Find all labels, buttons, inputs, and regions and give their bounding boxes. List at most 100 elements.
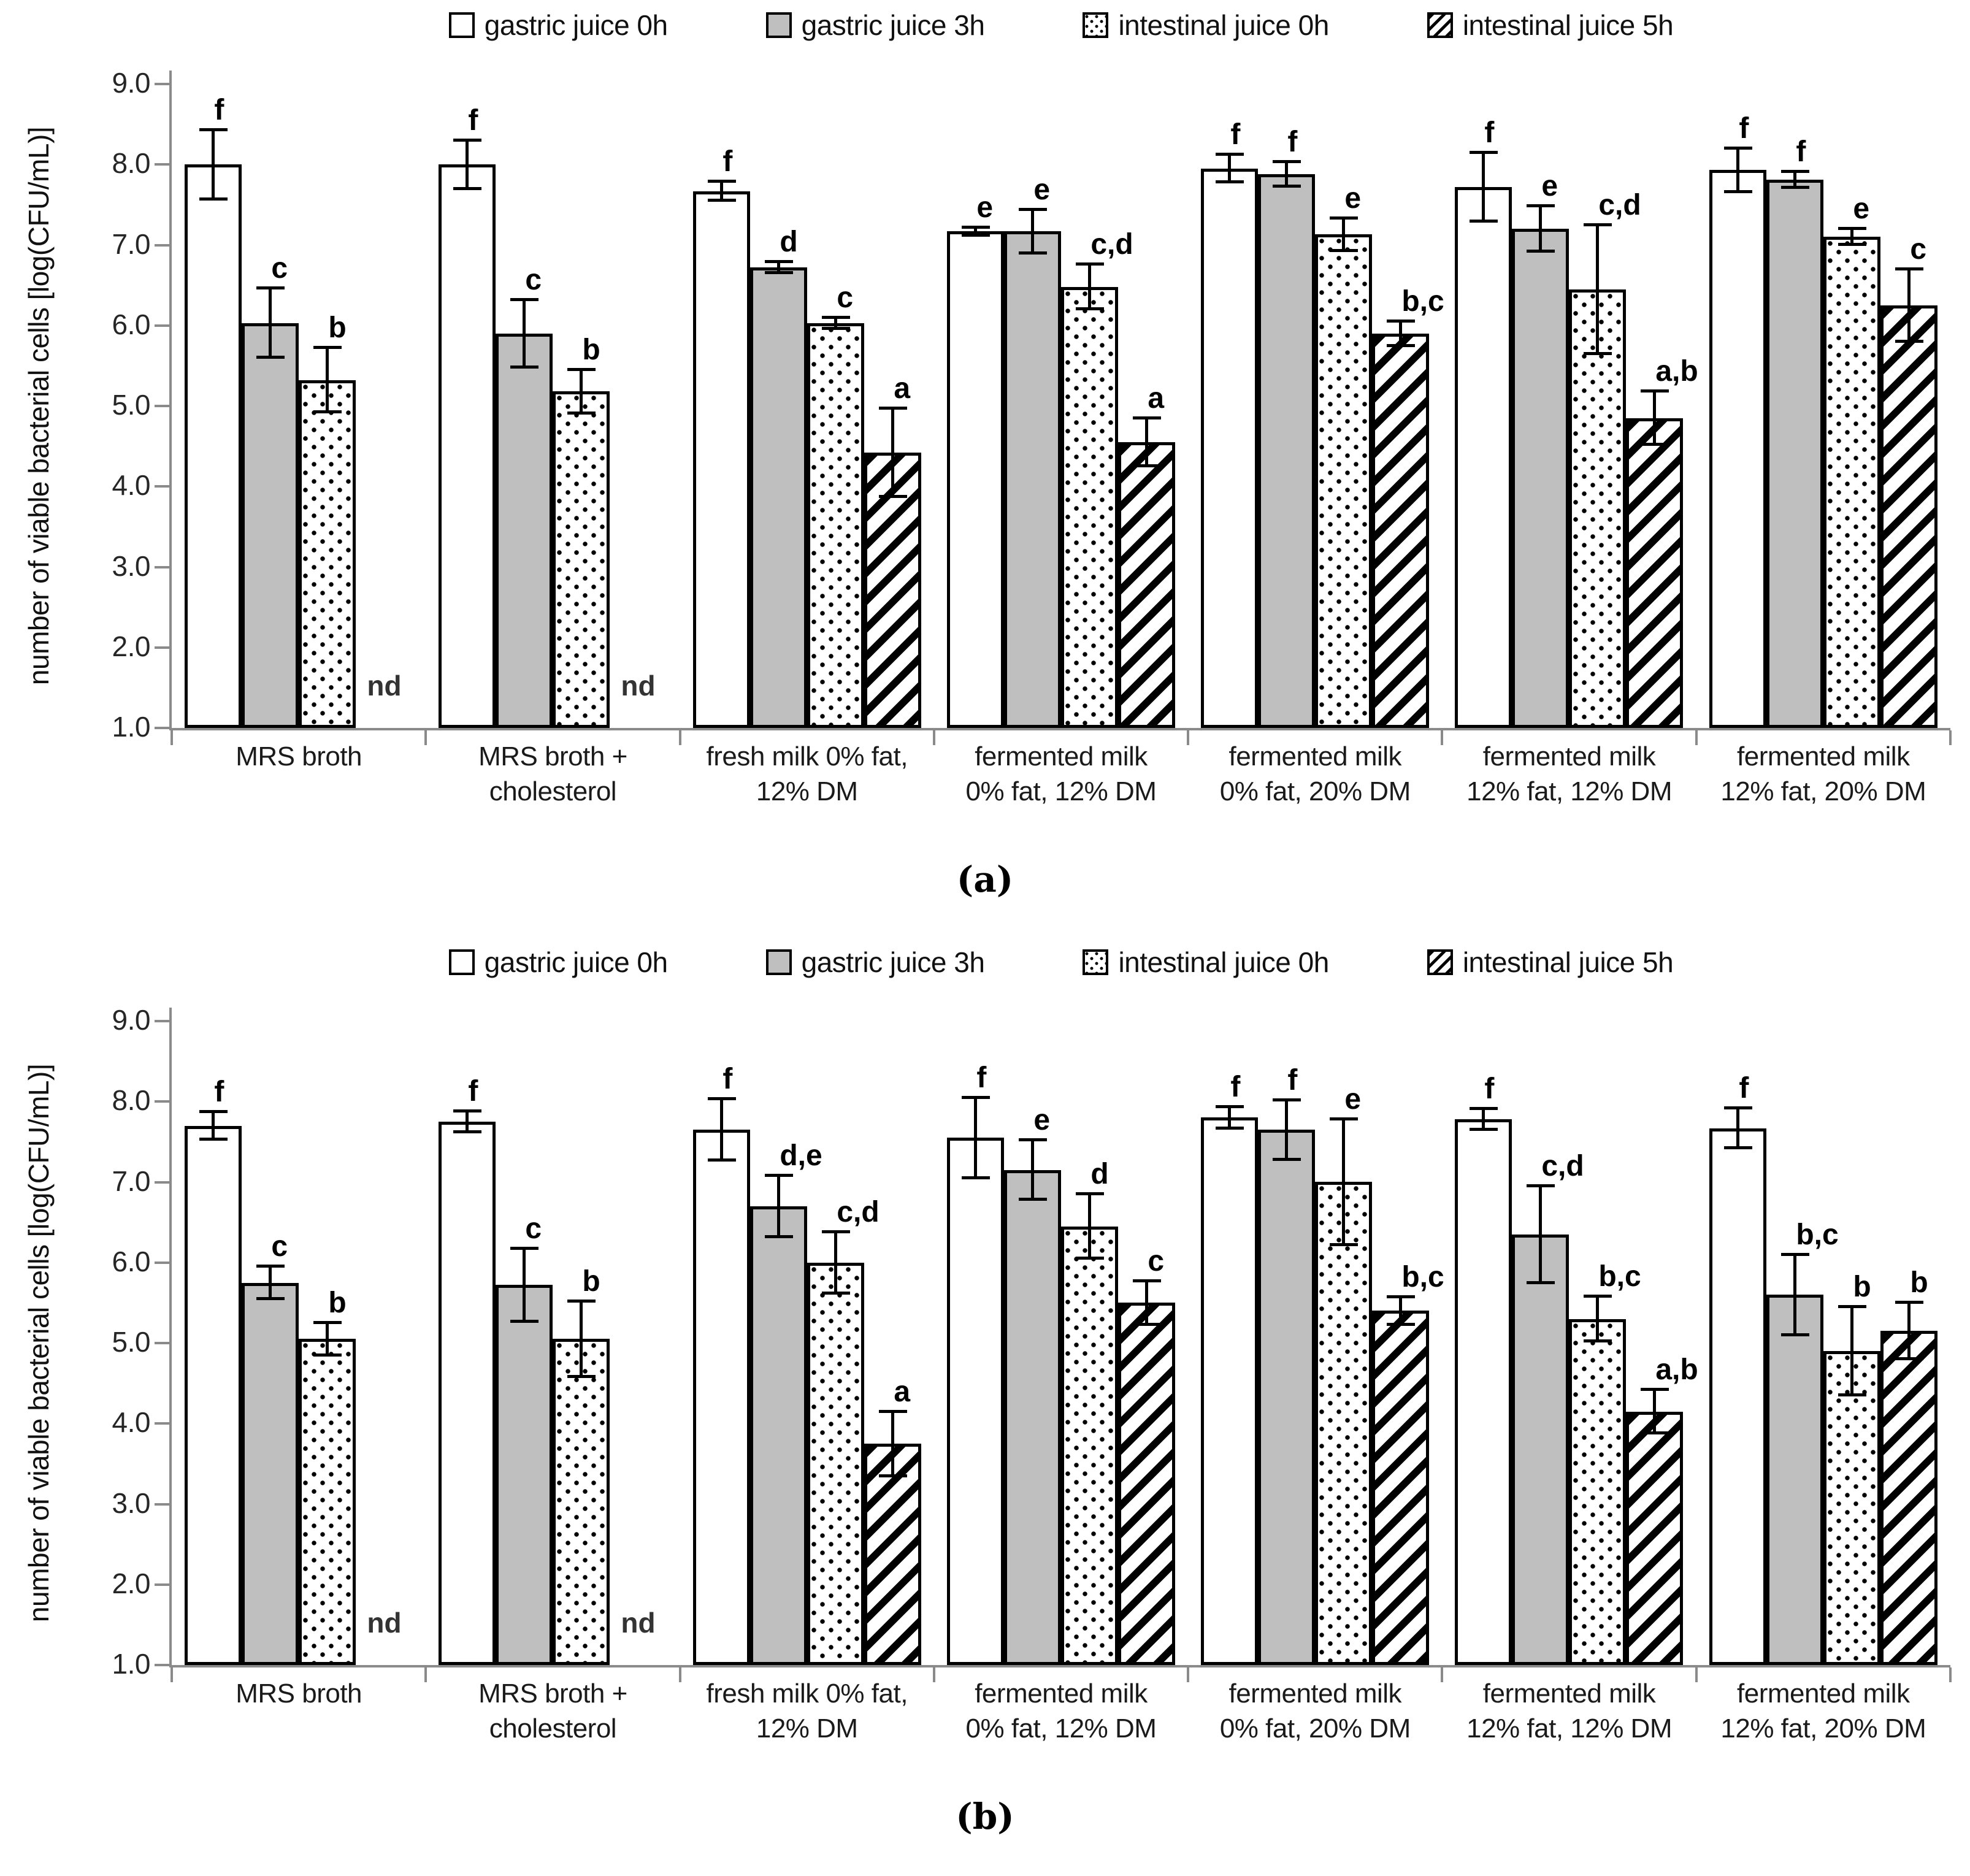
x-tick — [679, 730, 681, 745]
bar-dots — [1315, 234, 1372, 728]
error-bar-cap-bottom — [256, 1297, 285, 1300]
x-tick — [1949, 730, 1952, 745]
significance-letter: e — [1853, 193, 1870, 225]
error-bar — [1031, 1140, 1034, 1200]
x-axis-line — [169, 728, 1950, 730]
error-bar-cap-top — [1723, 147, 1752, 150]
error-bar-cap-top — [821, 316, 850, 319]
x-tick — [424, 1667, 427, 1682]
y-tick-label: 3.0 — [112, 550, 151, 582]
bar-dots — [299, 1339, 356, 1665]
bar-diagonal-hatch — [1626, 1412, 1683, 1665]
error-bar-cap-top — [1838, 227, 1866, 230]
significance-letter: d,e — [780, 1139, 822, 1172]
error-bar-cap-top — [764, 1174, 793, 1177]
dots-swatch-icon — [1083, 949, 1109, 975]
error-bar-cap-top — [313, 1321, 342, 1324]
bar-dots — [1315, 1182, 1372, 1665]
error-bar — [1145, 1281, 1148, 1325]
legend-item-0: gastric juice 0h — [448, 946, 668, 979]
significance-letter: c — [525, 1212, 542, 1245]
significance-letter: b,c — [1401, 1261, 1444, 1293]
bar-slot: c — [242, 84, 299, 728]
error-bar-cap-bottom — [1526, 1281, 1555, 1284]
error-bar-cap-bottom — [1895, 1357, 1923, 1360]
x-tick — [1187, 730, 1189, 745]
x-tick — [933, 1667, 935, 1682]
error-bar — [523, 1249, 526, 1322]
x-tick — [1187, 1667, 1189, 1682]
error-bar-cap-top — [1386, 1295, 1415, 1298]
error-bar-cap-bottom — [1469, 1128, 1498, 1131]
error-bar-cap-top — [1640, 389, 1669, 392]
error-bar-cap-bottom — [1526, 250, 1555, 253]
bar-slot: b,c — [1372, 84, 1444, 728]
error-bar — [720, 1099, 723, 1160]
legend-label: intestinal juice 0h — [1118, 9, 1329, 41]
error-bar — [1342, 1119, 1345, 1245]
bar-slot: f — [439, 1021, 496, 1665]
significance-letter: b,c — [1796, 1219, 1839, 1251]
category-label-line: fermented milk — [1482, 741, 1656, 771]
bar-slot: c — [496, 1021, 553, 1665]
error-bar — [580, 1301, 583, 1377]
error-bar-cap-bottom — [1838, 1393, 1866, 1396]
error-bar-cap-top — [878, 1410, 907, 1413]
category-label: fermented milk 12% fat, 20% DM — [1696, 1676, 1950, 1746]
error-bar-cap-bottom — [313, 410, 342, 413]
bar-slot: a,b — [1626, 1021, 1698, 1665]
error-bar — [1088, 264, 1091, 309]
category-label-line: MRS broth — [236, 741, 362, 771]
y-tick-label: 5.0 — [112, 1326, 151, 1358]
category-label: MRS broth + cholesterol — [426, 739, 680, 809]
error-bar-cap-top — [1895, 1301, 1923, 1304]
y-tick — [155, 1020, 169, 1022]
bar-solid-gray — [1258, 1130, 1315, 1665]
bar-solid-gray — [1766, 1295, 1823, 1665]
category-label-line: MRS broth — [236, 1679, 362, 1709]
bar-group: e e c,d a — [934, 84, 1188, 728]
error-bar-cap-top — [256, 286, 285, 289]
not-detected-label: nd — [367, 670, 402, 702]
bar-slot: b,c — [1372, 1021, 1444, 1665]
significance-letter: a,b — [1655, 1353, 1698, 1386]
significance-letter: f — [976, 1062, 987, 1094]
error-bar — [1342, 218, 1345, 251]
bar-solid-gray — [750, 267, 807, 728]
category-label-line: fermented milk — [975, 1679, 1148, 1709]
significance-letter: f — [1287, 126, 1298, 158]
y-axis-line — [169, 71, 172, 728]
bar-solid-gray — [1766, 180, 1823, 728]
significance-letter: c,d — [1541, 1150, 1584, 1182]
error-bar-cap-bottom — [821, 1292, 850, 1295]
error-bar-cap-bottom — [199, 1138, 228, 1141]
error-bar-cap-top — [1895, 267, 1923, 270]
significance-letter: c,d — [1090, 228, 1133, 261]
error-bar-cap-bottom — [1640, 1431, 1669, 1434]
error-bar-cap-top — [1526, 204, 1555, 207]
error-bar-cap-top — [1526, 1184, 1555, 1187]
legend: gastric juice 0h gastric juice 3h intestin… — [172, 9, 1950, 42]
significance-letter: b — [328, 312, 347, 344]
error-bar-cap-bottom — [1723, 190, 1752, 193]
bar-solid-gray — [750, 1206, 807, 1665]
legend-label: gastric juice 0h — [484, 9, 668, 41]
x-axis-labels: MRS broth MRS broth + cholesterol fresh mil… — [172, 1676, 1950, 1746]
significance-letter: a,b — [1655, 355, 1698, 388]
bar-diagonal-hatch — [864, 1444, 921, 1665]
significance-letter: e — [1033, 1104, 1051, 1136]
error-bar-cap-bottom — [878, 1474, 907, 1477]
bar-slot: c,d — [1061, 84, 1133, 728]
bar-slot: b — [553, 1021, 610, 1665]
bar-slot: f — [185, 1021, 242, 1665]
error-bar-cap-bottom — [1780, 186, 1809, 189]
error-bar — [212, 1112, 215, 1139]
y-axis-title: number of viable bacterial cells [log(CF… — [17, 84, 60, 728]
category-label: fermented milk 12% fat, 12% DM — [1442, 1676, 1696, 1746]
bar-slot: c — [807, 84, 864, 728]
error-bar-cap-top — [199, 128, 228, 131]
y-tick-label: 2.0 — [112, 630, 151, 662]
bar-group: f c b nd — [426, 1021, 680, 1665]
error-bar-cap-top — [1723, 1106, 1752, 1109]
bar-slot: d — [750, 84, 807, 728]
